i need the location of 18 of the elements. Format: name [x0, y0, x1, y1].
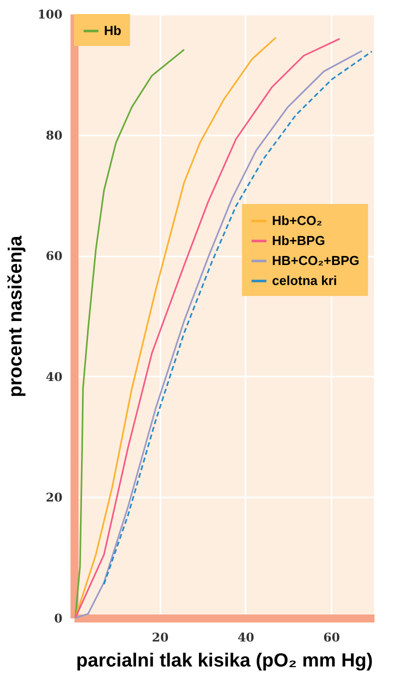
legend-label: Hb+BPG	[272, 233, 326, 248]
legend-label: Hb	[104, 23, 122, 38]
y-tick-label: 40	[46, 370, 62, 384]
x-tick-label: 40	[238, 630, 254, 644]
y-tick-label: 60	[46, 249, 62, 264]
y-axis-title: procent nasičenja	[5, 235, 26, 398]
legend-label: Hb+CO₂	[272, 213, 322, 228]
x-axis-title: parcialni tlak kisika (pO₂ mm Hg)	[76, 650, 373, 672]
legend-label: celotna kri	[272, 273, 338, 288]
line-series	[103, 50, 373, 585]
y-tick-label: 100	[37, 8, 62, 22]
line-series	[74, 48, 185, 619]
y-tick-label: 20	[46, 490, 62, 505]
legend-label: HB+CO₂+BPG	[272, 253, 360, 268]
x-tick-label: 60	[323, 630, 340, 644]
x-tick-label: 20	[152, 630, 169, 644]
y-tick-label: 80	[46, 128, 62, 142]
y-tick-label: 0	[54, 612, 62, 626]
